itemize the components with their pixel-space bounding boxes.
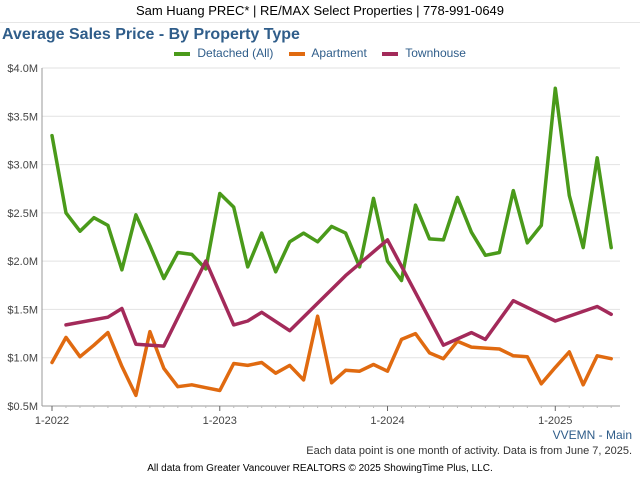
legend-label-apartment: Apartment (311, 46, 367, 60)
y-tick-label: $3.0M (7, 160, 38, 172)
agent-info: Sam Huang PREC* | RE/MAX Select Properti… (135, 3, 505, 18)
chart-title: Average Sales Price - By Property Type (2, 26, 300, 43)
series-line-detached-all (50, 86, 613, 283)
y-tick-label: $0.5M (7, 401, 38, 413)
region-label: VVEMN - Main (552, 428, 632, 442)
series-line-apartment (50, 314, 613, 398)
data-note: Each data point is one month of activity… (306, 445, 632, 457)
y-tick-label: $2.5M (7, 208, 38, 220)
legend-swatch-townhouse (382, 51, 399, 56)
x-tick-label: 1-2023 (203, 415, 237, 427)
legend-label-detached: Detached (All) (197, 46, 274, 60)
y-tick-label: $1.0M (7, 353, 38, 365)
y-tick-label: $2.0M (7, 256, 38, 268)
x-tick-label: 1-2024 (370, 415, 404, 427)
y-tick-label: $3.5M (7, 111, 38, 123)
legend-label-townhouse: Townhouse (405, 46, 466, 60)
x-tick-label: 1-2025 (538, 415, 572, 427)
line-chart: $0.5M $1.0M $1.5M $2.0M $2.5M $3.0M $3.5M $4.0M… (7, 63, 620, 427)
y-tick-label: $1.5M (7, 304, 38, 316)
legend-item-apartment[interactable]: Apartment (288, 46, 367, 60)
data-credit: All data from Greater Vancouver REALTORS… (147, 463, 493, 474)
legend-swatch-detached (174, 51, 191, 56)
header-bar: Sam Huang PREC* | RE/MAX Select Properti… (0, 0, 640, 23)
legend-item-townhouse[interactable]: Townhouse (382, 46, 466, 60)
legend: Detached (All) Apartment Townhouse (0, 46, 640, 60)
legend-swatch-apartment (288, 51, 305, 56)
series-line-townhouse (64, 238, 613, 348)
legend-item-detached[interactable]: Detached (All) (174, 46, 273, 60)
x-tick-label: 1-2022 (35, 415, 69, 427)
y-tick-label: $4.0M (7, 63, 38, 75)
